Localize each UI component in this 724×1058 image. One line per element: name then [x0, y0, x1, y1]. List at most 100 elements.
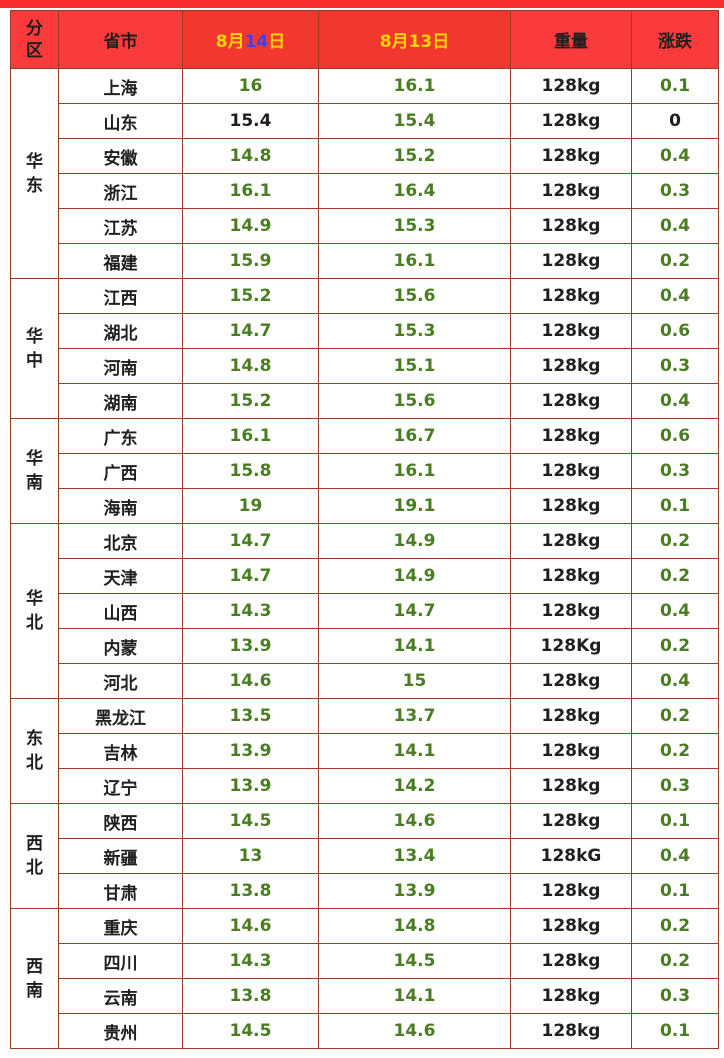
change-cell: 0.2	[631, 558, 719, 594]
price-today-cell: 15.2	[182, 383, 319, 419]
change-cell: 0.6	[631, 313, 719, 349]
top-title-strip	[0, 0, 724, 8]
table-row: 华东 上海 16 16.1 128kg 0.1	[10, 68, 719, 279]
region-cell: 西北	[10, 803, 59, 909]
province-cell: 河南	[58, 348, 183, 384]
region-cell: 西南	[10, 908, 59, 1049]
region-cell: 华南	[10, 418, 59, 524]
change-cell: 0.4	[631, 663, 719, 699]
table-row: 新疆 13 13.4 128kG 0.4	[11, 838, 719, 874]
table-row: 云南 13.8 14.1 128kg 0.3	[11, 978, 719, 1014]
province-cell: 重庆	[58, 908, 183, 944]
province-cell: 安徽	[58, 138, 183, 174]
change-cell: 0.2	[631, 628, 719, 664]
region-label: 华北	[26, 589, 43, 633]
province-cell: 江苏	[58, 208, 183, 244]
price-yesterday-cell: 14.2	[318, 768, 511, 804]
change-cell: 0.1	[631, 68, 719, 104]
province-cell: 云南	[58, 978, 183, 1014]
table-row: 河北 14.6 15 128kg 0.4	[11, 663, 719, 699]
table-row: 华北 北京 14.7 14.9 128kg 0.2	[10, 523, 719, 699]
price-yesterday-cell: 14.9	[318, 523, 511, 559]
price-yesterday-cell: 14.5	[318, 943, 511, 979]
weight-cell: 128kg	[510, 523, 632, 559]
weight-cell: 128kg	[510, 1013, 632, 1049]
region-cell: 东北	[10, 698, 59, 804]
price-today-cell: 14.5	[182, 803, 319, 839]
header-change: 涨跌	[631, 10, 719, 69]
price-yesterday-cell: 16.1	[318, 68, 511, 104]
weight-cell: 128kg	[510, 803, 632, 839]
change-cell: 0.4	[631, 838, 719, 874]
province-cell: 甘肃	[58, 873, 183, 909]
weight-cell: 128kG	[510, 838, 632, 874]
price-today-cell: 13.9	[182, 768, 319, 804]
change-cell: 0	[631, 103, 719, 139]
price-today-cell: 14.7	[182, 313, 319, 349]
region-cell: 华中	[10, 278, 59, 419]
province-cell: 辽宁	[58, 768, 183, 804]
weight-cell: 128kg	[510, 138, 632, 174]
header-date-yesterday: 8月13日	[318, 10, 511, 69]
table-row: 吉林 13.9 14.1 128kg 0.2	[11, 733, 719, 769]
price-yesterday-cell: 13.7	[318, 698, 511, 734]
price-yesterday-cell: 13.9	[318, 873, 511, 909]
province-cell: 浙江	[58, 173, 183, 209]
weight-cell: 128kg	[510, 873, 632, 909]
table-row: 山西 14.3 14.7 128kg 0.4	[11, 593, 719, 629]
province-cell: 黑龙江	[58, 698, 183, 734]
weight-cell: 128kg	[510, 663, 632, 699]
region-label: 华东	[26, 151, 43, 196]
price-today-cell: 14.9	[182, 208, 319, 244]
price-today-cell: 15.9	[182, 243, 319, 279]
price-yesterday-cell: 14.1	[318, 978, 511, 1014]
price-today-cell: 16	[182, 68, 319, 104]
price-today-cell: 14.6	[182, 908, 319, 944]
weight-cell: 128kg	[510, 943, 632, 979]
table-body: 华东 上海 16 16.1 128kg 0.1 山东 15.4 15.4 128kg 0 安徽 14.8…	[10, 68, 719, 1049]
table-row: 海南 19 19.1 128kg 0.1	[11, 488, 719, 524]
table-row: 甘肃 13.8 13.9 128kg 0.1	[11, 873, 719, 909]
price-today-cell: 15.2	[182, 278, 319, 314]
table-row: 福建 15.9 16.1 128kg 0.2	[11, 243, 719, 279]
province-cell: 贵州	[58, 1013, 183, 1049]
weight-cell: 128kg	[510, 593, 632, 629]
province-cell: 山西	[58, 593, 183, 629]
table-row: 山东 15.4 15.4 128kg 0	[11, 103, 719, 139]
region-label: 东北	[26, 729, 43, 773]
price-yesterday-cell: 13.4	[318, 838, 511, 874]
province-cell: 内蒙	[58, 628, 183, 664]
header-row: 分区 省市 8月14日 8月13日 重量 涨跌	[10, 10, 719, 69]
change-cell: 0.3	[631, 348, 719, 384]
change-cell: 0.4	[631, 278, 719, 314]
price-today-cell: 14.8	[182, 348, 319, 384]
change-cell: 0.2	[631, 943, 719, 979]
change-cell: 0.3	[631, 978, 719, 1014]
table-row: 河南 14.8 15.1 128kg 0.3	[11, 348, 719, 384]
table-row: 西北 陕西 14.5 14.6 128kg 0.1	[10, 803, 719, 909]
table-row: 广西 15.8 16.1 128kg 0.3	[11, 453, 719, 489]
change-cell: 0.6	[631, 418, 719, 454]
province-cell: 湖南	[58, 383, 183, 419]
price-yesterday-cell: 16.7	[318, 418, 511, 454]
change-cell: 0.1	[631, 488, 719, 524]
province-cell: 江西	[58, 278, 183, 314]
table-row: 内蒙 13.9 14.1 128Kg 0.2	[11, 628, 719, 664]
price-today-cell: 13.5	[182, 698, 319, 734]
change-cell: 0.3	[631, 173, 719, 209]
price-today-cell: 15.8	[182, 453, 319, 489]
province-cell: 陕西	[58, 803, 183, 839]
table-row: 东北 黑龙江 13.5 13.7 128kg 0.2	[10, 698, 719, 804]
price-yesterday-cell: 15.2	[318, 138, 511, 174]
price-yesterday-cell: 16.1	[318, 453, 511, 489]
price-today-cell: 16.1	[182, 173, 319, 209]
table-row: 华中 江西 15.2 15.6 128kg 0.4	[10, 278, 719, 419]
table-row: 西南 重庆 14.6 14.8 128kg 0.2	[10, 908, 719, 1049]
weight-cell: 128kg	[510, 173, 632, 209]
province-cell: 北京	[58, 523, 183, 559]
change-cell: 0.3	[631, 453, 719, 489]
province-cell: 天津	[58, 558, 183, 594]
table-row: 四川 14.3 14.5 128kg 0.2	[11, 943, 719, 979]
price-today-cell: 13	[182, 838, 319, 874]
region-label: 西南	[26, 956, 43, 1001]
